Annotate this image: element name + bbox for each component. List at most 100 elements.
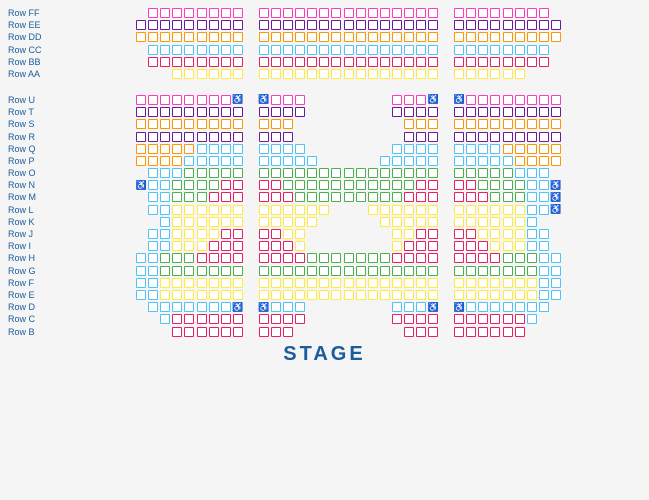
seat[interactable] — [416, 327, 426, 337]
seat[interactable] — [295, 302, 305, 312]
seat[interactable] — [172, 8, 182, 18]
seat[interactable] — [539, 20, 549, 30]
seat[interactable] — [344, 168, 354, 178]
seat[interactable] — [283, 156, 293, 166]
seat[interactable] — [271, 69, 281, 79]
seat[interactable] — [503, 32, 513, 42]
seat[interactable] — [221, 327, 231, 337]
seat[interactable] — [527, 253, 537, 263]
seat[interactable] — [527, 266, 537, 276]
seat[interactable] — [527, 156, 537, 166]
seat[interactable] — [416, 45, 426, 55]
seat[interactable] — [515, 168, 525, 178]
seat[interactable] — [295, 69, 305, 79]
seat[interactable] — [503, 119, 513, 129]
seat[interactable] — [283, 229, 293, 239]
seat[interactable] — [209, 314, 219, 324]
seat[interactable] — [295, 266, 305, 276]
seat[interactable] — [319, 32, 329, 42]
seat[interactable] — [160, 144, 170, 154]
seat[interactable] — [539, 205, 549, 215]
seat[interactable] — [295, 45, 305, 55]
seat[interactable] — [466, 57, 476, 67]
seat[interactable] — [454, 45, 464, 55]
seat[interactable] — [539, 180, 549, 190]
seat[interactable] — [527, 20, 537, 30]
seat[interactable] — [466, 168, 476, 178]
seat[interactable] — [283, 95, 293, 105]
seat[interactable] — [539, 253, 549, 263]
seat[interactable] — [503, 327, 513, 337]
seat[interactable] — [527, 168, 537, 178]
seat[interactable] — [233, 205, 243, 215]
seat[interactable] — [478, 229, 488, 239]
seat[interactable] — [344, 45, 354, 55]
seat[interactable] — [392, 192, 402, 202]
seat[interactable] — [416, 95, 426, 105]
seat[interactable] — [527, 45, 537, 55]
seat[interactable] — [466, 8, 476, 18]
seat[interactable] — [527, 314, 537, 324]
seat[interactable] — [527, 95, 537, 105]
seat[interactable] — [221, 168, 231, 178]
seat[interactable] — [136, 266, 146, 276]
seat[interactable] — [233, 144, 243, 154]
seat[interactable] — [539, 241, 549, 251]
seat[interactable] — [148, 302, 158, 312]
seat[interactable] — [283, 278, 293, 288]
seat[interactable] — [209, 119, 219, 129]
seat[interactable] — [527, 107, 537, 117]
seat[interactable] — [539, 57, 549, 67]
seat[interactable] — [271, 180, 281, 190]
seat[interactable] — [283, 290, 293, 300]
seat[interactable] — [259, 69, 269, 79]
seat[interactable] — [539, 144, 549, 154]
seat[interactable] — [319, 192, 329, 202]
seat[interactable] — [466, 192, 476, 202]
seat[interactable] — [160, 192, 170, 202]
seat[interactable] — [404, 32, 414, 42]
seat[interactable] — [283, 45, 293, 55]
seat[interactable] — [466, 290, 476, 300]
seat[interactable] — [356, 266, 366, 276]
seat[interactable] — [503, 253, 513, 263]
seat[interactable] — [380, 217, 390, 227]
seat[interactable] — [331, 45, 341, 55]
seat[interactable] — [454, 205, 464, 215]
seat[interactable] — [221, 205, 231, 215]
seat[interactable] — [172, 253, 182, 263]
seat[interactable] — [503, 241, 513, 251]
seat[interactable] — [368, 205, 378, 215]
seat[interactable] — [172, 95, 182, 105]
seat[interactable] — [271, 253, 281, 263]
seat[interactable] — [172, 168, 182, 178]
seat[interactable] — [136, 32, 146, 42]
seat[interactable] — [466, 302, 476, 312]
seat[interactable] — [209, 241, 219, 251]
seat[interactable] — [307, 32, 317, 42]
seat[interactable] — [259, 205, 269, 215]
seat[interactable] — [160, 205, 170, 215]
seat[interactable] — [527, 205, 537, 215]
seat[interactable] — [527, 217, 537, 227]
seat[interactable] — [283, 241, 293, 251]
seat[interactable] — [221, 144, 231, 154]
seat[interactable] — [478, 168, 488, 178]
seat[interactable] — [404, 57, 414, 67]
seat[interactable] — [404, 278, 414, 288]
seat[interactable] — [392, 57, 402, 67]
seat[interactable] — [515, 180, 525, 190]
seat[interactable] — [515, 32, 525, 42]
seat[interactable] — [428, 205, 438, 215]
seat[interactable] — [380, 192, 390, 202]
seat[interactable] — [428, 253, 438, 263]
seat[interactable] — [184, 168, 194, 178]
seat[interactable] — [233, 20, 243, 30]
seat[interactable] — [197, 205, 207, 215]
seat[interactable] — [160, 290, 170, 300]
wheelchair-icon[interactable]: ♿ — [428, 302, 438, 312]
seat[interactable] — [466, 217, 476, 227]
seat[interactable] — [221, 107, 231, 117]
seat[interactable] — [368, 290, 378, 300]
seat[interactable] — [307, 253, 317, 263]
